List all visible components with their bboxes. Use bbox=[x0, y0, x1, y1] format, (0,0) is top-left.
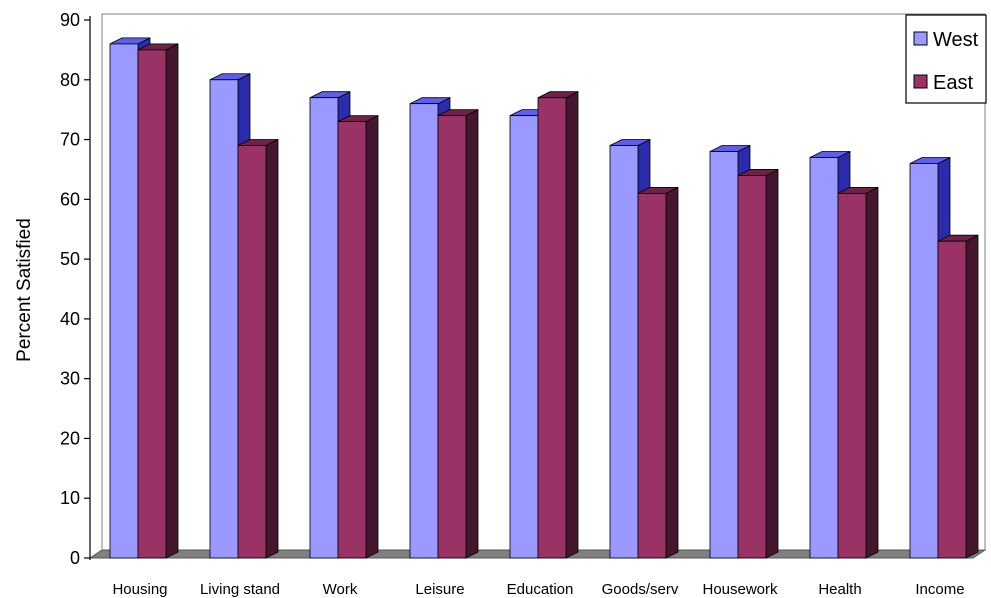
x-tick-label: Living stand bbox=[200, 581, 280, 598]
bar-side bbox=[765, 168, 779, 559]
y-tick-label: 30 bbox=[60, 369, 80, 389]
bar-front bbox=[709, 151, 739, 559]
y-tick-label: 10 bbox=[60, 488, 80, 508]
bar-front bbox=[537, 97, 567, 559]
bars bbox=[109, 37, 979, 559]
bar-side bbox=[665, 186, 679, 559]
bar-side bbox=[865, 186, 879, 559]
y-tick-label: 80 bbox=[60, 70, 80, 90]
x-tick-label: Work bbox=[323, 581, 358, 598]
bar-east-work bbox=[337, 114, 379, 559]
bar-east-housework bbox=[737, 168, 779, 559]
bar-front bbox=[937, 240, 967, 559]
y-tick-label: 60 bbox=[60, 189, 80, 209]
bar-front bbox=[409, 103, 439, 559]
y-tick-label: 90 bbox=[60, 10, 80, 30]
bar-front bbox=[609, 145, 639, 559]
legend-label-east: East bbox=[933, 72, 973, 94]
bar-front bbox=[137, 49, 167, 559]
bar-east-income bbox=[937, 234, 979, 559]
legend-label-west: West bbox=[933, 29, 979, 51]
x-tick-label: Housework bbox=[702, 581, 778, 598]
bar-front bbox=[637, 192, 667, 559]
plot-back-wall bbox=[101, 13, 986, 550]
y-axis-title: Percent Satisfied bbox=[14, 218, 35, 362]
bar-side bbox=[165, 43, 179, 559]
bar-front bbox=[909, 163, 939, 559]
x-tick-label: Leisure bbox=[415, 581, 464, 598]
x-tick-label: Health bbox=[818, 581, 861, 598]
y-axis: 0 10 20 30 40 50 60 70 80 90 bbox=[60, 10, 91, 568]
bar-front bbox=[737, 175, 767, 559]
bar-front bbox=[209, 79, 239, 559]
bar-front bbox=[237, 145, 267, 559]
bar-side bbox=[365, 114, 379, 559]
bar-front bbox=[309, 97, 339, 559]
bar-east-housing bbox=[137, 43, 179, 559]
y-tick-label: 0 bbox=[70, 548, 80, 568]
bar-side bbox=[465, 108, 479, 559]
bar-east-leisure bbox=[437, 108, 479, 559]
y-tick-label: 20 bbox=[60, 428, 80, 448]
bar-front bbox=[337, 121, 367, 559]
bar-east-living-stand bbox=[237, 138, 279, 559]
bar-front bbox=[109, 43, 139, 559]
bar-side bbox=[265, 138, 279, 559]
bar-side bbox=[965, 234, 979, 559]
x-tick-label: Goods/serv bbox=[602, 581, 679, 598]
x-tick-label: Income bbox=[915, 581, 964, 598]
bar-front bbox=[809, 157, 839, 559]
bar-front bbox=[437, 115, 467, 559]
y-tick-label: 70 bbox=[60, 130, 80, 150]
legend-swatch-west bbox=[913, 31, 928, 46]
bar-east-health bbox=[837, 186, 879, 559]
legend-swatch-east bbox=[913, 74, 928, 89]
bar-east-goods-serv bbox=[637, 186, 679, 559]
bar-east-education bbox=[537, 91, 579, 559]
y-tick-label: 50 bbox=[60, 249, 80, 269]
bar-front bbox=[509, 115, 539, 559]
bar-side bbox=[565, 91, 579, 559]
category-labels: Housing Living stand Work Leisure Education G… bbox=[112, 581, 964, 598]
y-tick-label: 40 bbox=[60, 309, 80, 329]
bar-front bbox=[837, 192, 867, 559]
x-tick-label: Education bbox=[507, 581, 574, 598]
x-tick-label: Housing bbox=[112, 581, 167, 598]
legend: West East bbox=[905, 14, 987, 104]
